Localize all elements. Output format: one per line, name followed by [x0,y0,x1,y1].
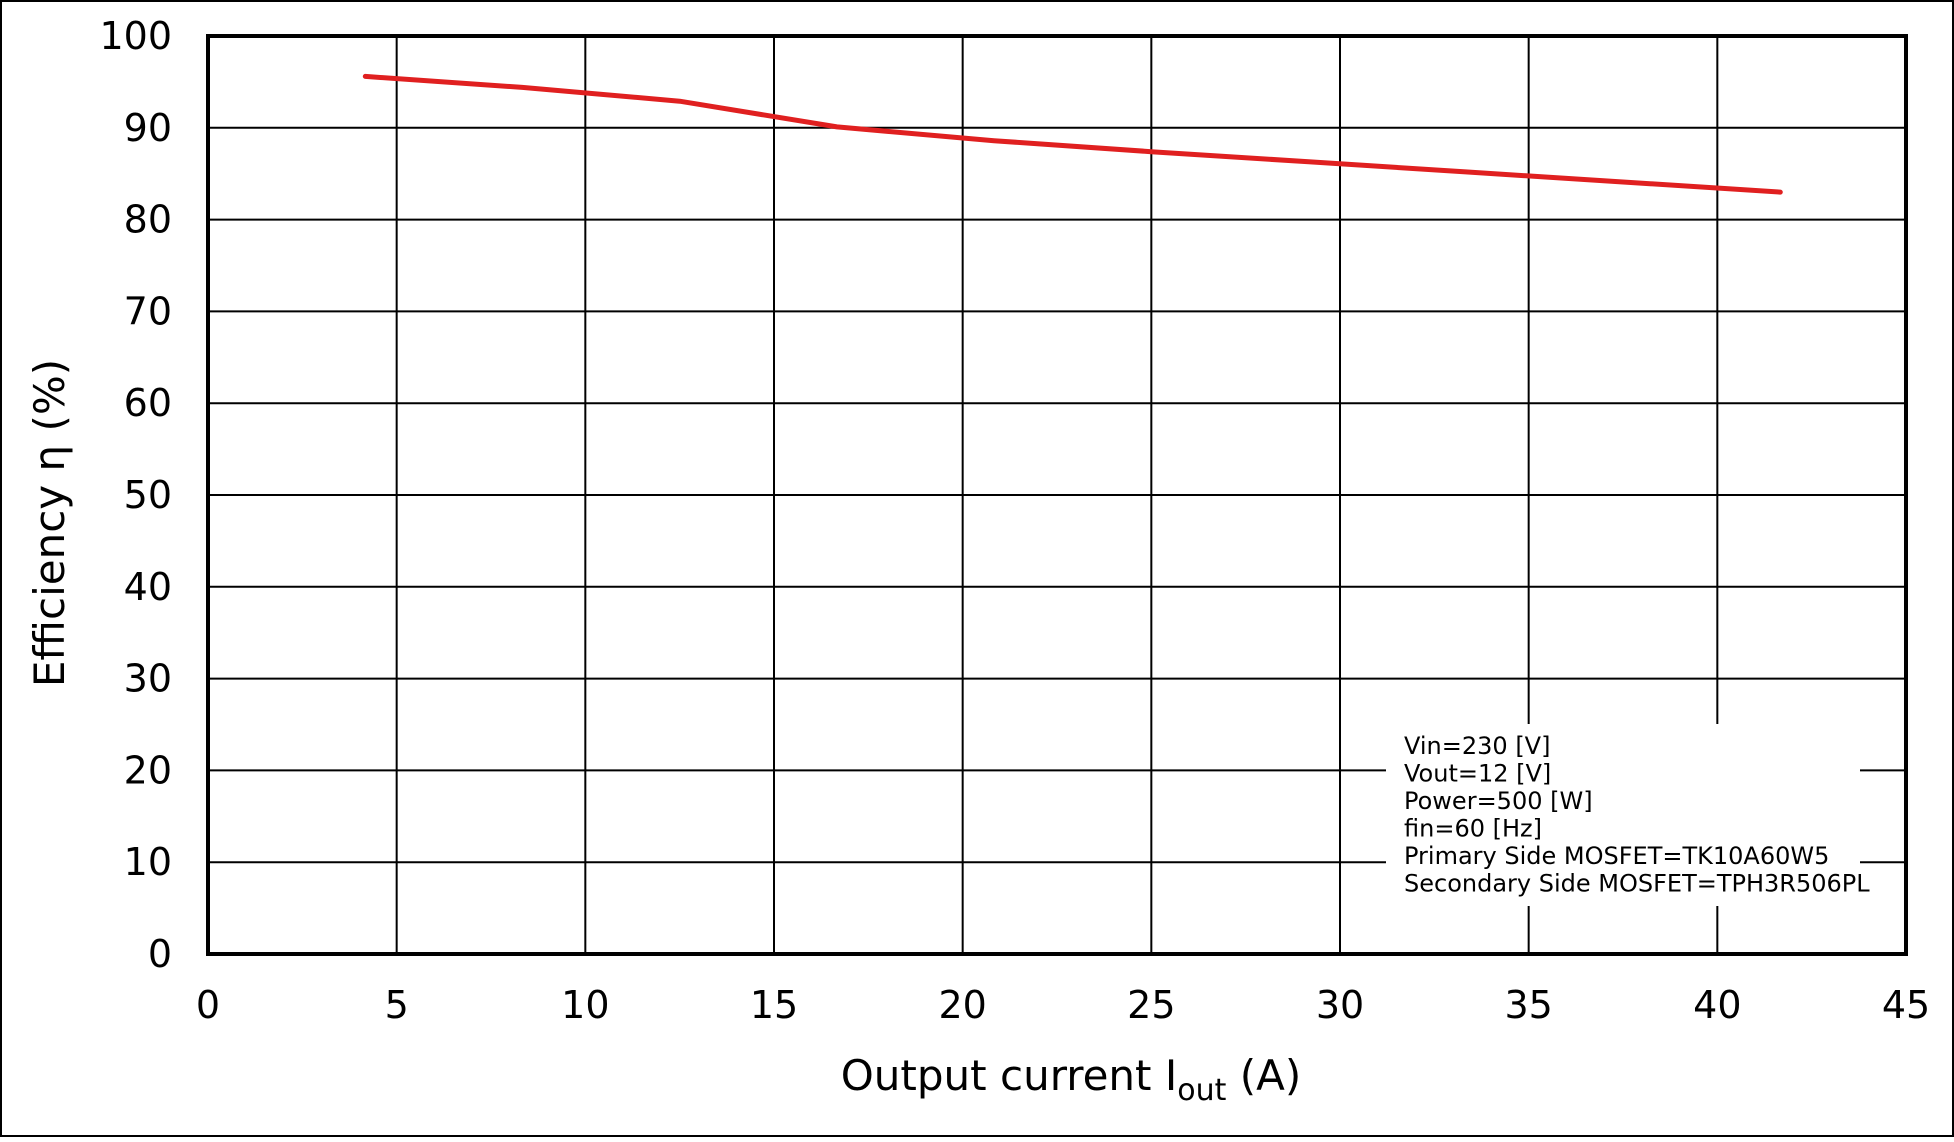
y-axis-title: Efficiency η (%) [25,359,74,687]
conditions-annotation: Vin=230 [V]Vout=12 [V]Power=500 [W]fin=6… [1386,724,1870,906]
annotation-line: Secondary Side MOSFET=TPH3R506PL [1404,870,1870,898]
x-tick-label: 35 [1504,983,1552,1027]
y-tick-label: 80 [124,198,172,242]
y-tick-label: 0 [148,932,172,976]
x-tick-label: 20 [938,983,986,1027]
x-tick-label: 45 [1882,983,1930,1027]
x-tick-label: 10 [561,983,609,1027]
y-tick-label: 40 [124,565,172,609]
x-axis-title-main: Output current I [841,1051,1178,1100]
x-tick-label: 25 [1127,983,1175,1027]
annotation-line: Power=500 [W] [1404,787,1593,815]
x-tick-label: 15 [750,983,798,1027]
y-tick-label: 90 [124,106,172,150]
y-tick-label: 10 [124,840,172,884]
y-tick-label: 20 [124,748,172,792]
y-tick-label: 100 [99,14,172,58]
x-tick-label: 40 [1693,983,1741,1027]
annotation-line: Primary Side MOSFET=TK10A60W5 [1404,842,1829,870]
x-tick-label: 30 [1316,983,1364,1027]
annotation-line: Vout=12 [V] [1404,760,1551,788]
x-axis-title-suffix: (A) [1226,1051,1301,1100]
y-tick-label: 70 [124,289,172,333]
x-tick-label: 0 [196,983,220,1027]
y-tick-label: 30 [124,657,172,701]
x-axis-title: Output current Iout (A) [841,1051,1302,1108]
annotation-line: Vin=230 [V] [1404,732,1550,760]
x-axis-title-subscript: out [1177,1073,1226,1108]
annotation-line: fin=60 [Hz] [1404,815,1542,843]
y-tick-label: 50 [124,473,172,517]
y-tick-label: 60 [124,381,172,425]
x-tick-label: 5 [385,983,409,1027]
